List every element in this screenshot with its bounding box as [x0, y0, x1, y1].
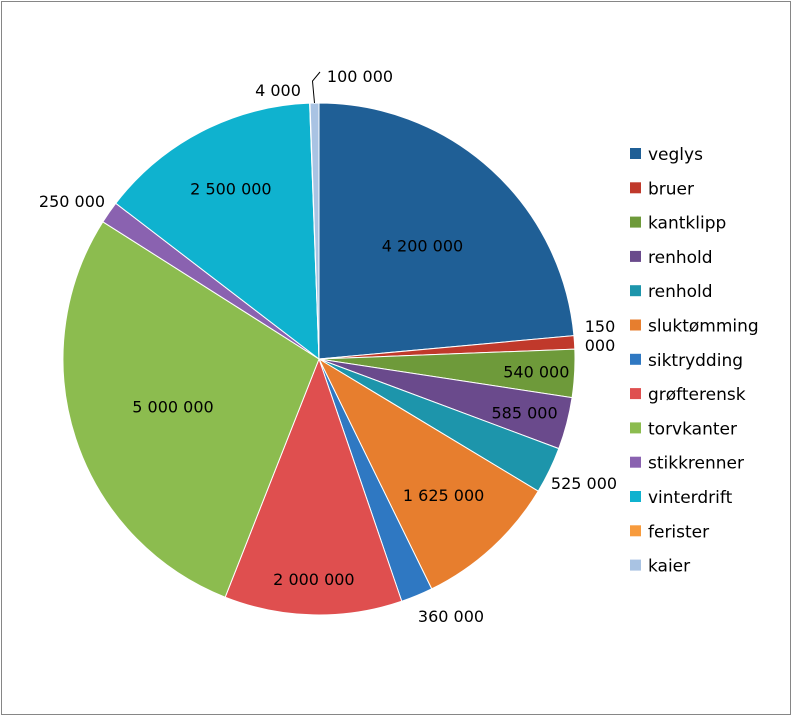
data-label: 4 200 000	[382, 237, 463, 256]
data-label: 4 000	[255, 81, 301, 100]
legend-label: bruer	[648, 179, 694, 199]
legend-label: torvkanter	[648, 419, 737, 439]
pie-slice-torvkanter-8	[62, 221, 320, 598]
data-label: 250 000	[39, 192, 105, 211]
data-label: 360 000	[418, 607, 484, 626]
legend-label: vinterdrift	[648, 488, 733, 508]
pie-slice-veglys-0	[318, 102, 575, 360]
legend-label: siktrydding	[648, 351, 743, 371]
data-label: 5 000 000	[132, 398, 213, 417]
legend-label: ferister	[648, 522, 709, 542]
legend-label: sluktømming	[648, 317, 759, 337]
legend-label: grøfterensk	[648, 385, 746, 405]
legend-swatch	[630, 148, 641, 159]
legend-label: kantklipp	[648, 214, 726, 234]
legend: veglys bruer kantklipp renhold renhold sluktø…	[630, 145, 759, 577]
legend-swatch	[630, 456, 641, 468]
legend-swatch	[630, 216, 641, 228]
legend-swatch	[630, 319, 641, 331]
legend-label: renhold	[648, 282, 713, 302]
leader-line	[311, 71, 321, 104]
legend-swatch	[630, 250, 641, 262]
data-label: 2 500 000	[190, 179, 271, 198]
legend-swatch	[630, 353, 641, 365]
pie-slices	[62, 102, 576, 616]
pie-slice-sluktømming-5	[317, 357, 539, 590]
legend-label: stikkrenner	[648, 454, 744, 474]
data-label: 525 000	[551, 474, 617, 493]
data-labels: 4 200 000 150 000 540 000 585 000 525 000 1 62…	[39, 67, 617, 626]
data-label: 150 000	[585, 317, 616, 355]
legend-swatch	[630, 491, 641, 502]
legend-label: renhold	[648, 248, 713, 268]
data-label: 585 000	[492, 404, 558, 423]
legend-label: veglys	[648, 145, 703, 165]
pie-slice-kaier-12	[309, 102, 320, 360]
data-label: 100 000	[327, 67, 393, 86]
legend-swatch	[630, 559, 641, 571]
legend-swatch	[630, 388, 641, 400]
data-label: 540 000	[503, 362, 569, 381]
legend-swatch	[630, 182, 641, 194]
pie-slice-vinterdrift-10	[115, 102, 320, 361]
data-label: 2 000 000	[273, 570, 354, 589]
legend-swatch	[630, 285, 641, 297]
pie-slice-grøfterensk-7	[224, 357, 403, 616]
data-label: 1 625 000	[403, 486, 484, 505]
legend-swatch	[630, 422, 641, 434]
legend-label: kaier	[648, 557, 690, 577]
legend-swatch	[630, 525, 641, 537]
leader-lines	[311, 71, 321, 104]
